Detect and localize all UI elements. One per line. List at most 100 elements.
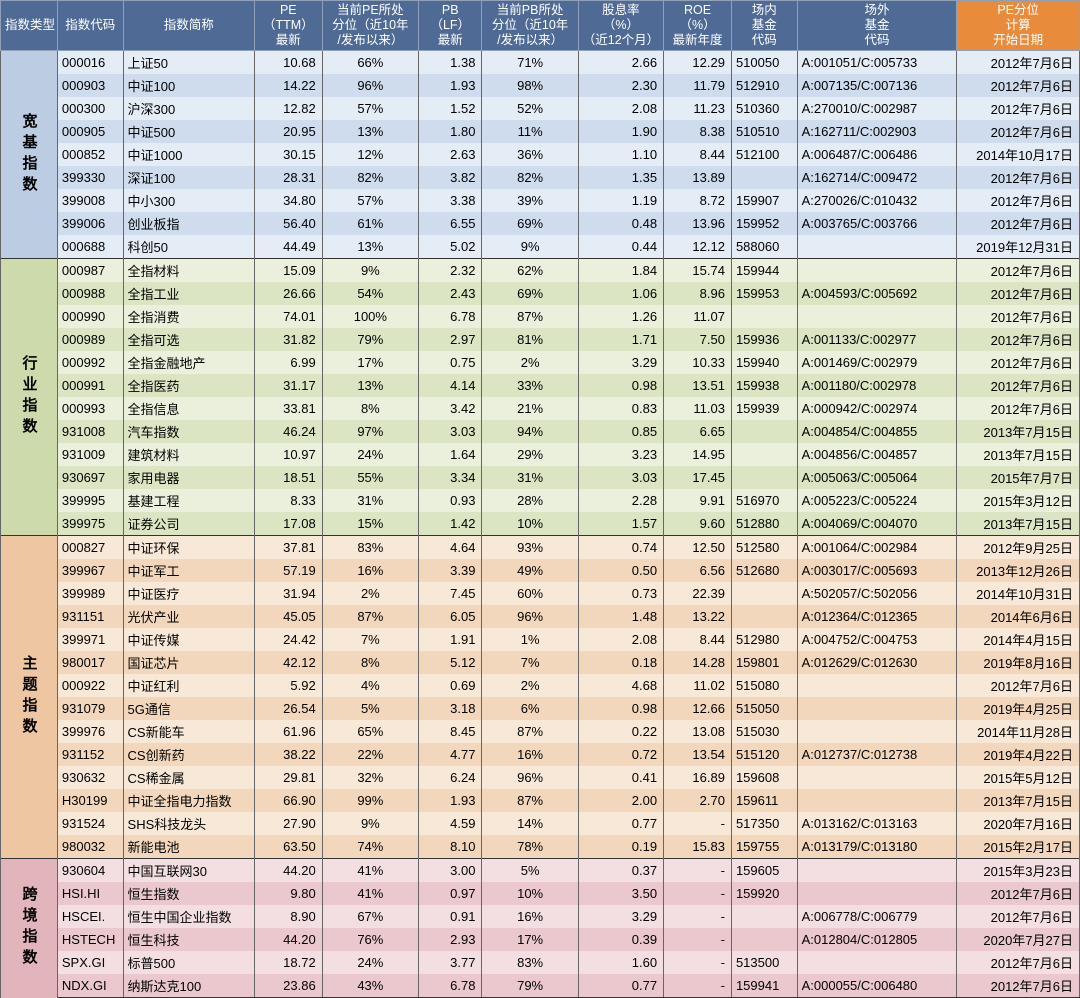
cell: 43% bbox=[322, 974, 418, 998]
cell: 18.51 bbox=[254, 466, 322, 489]
cell: SHS科技龙头 bbox=[123, 812, 254, 835]
cell: 31.94 bbox=[254, 582, 322, 605]
cell: 2014年4月15日 bbox=[957, 628, 1080, 651]
cell: 中证传媒 bbox=[123, 628, 254, 651]
cell: 66.90 bbox=[254, 789, 322, 812]
cell: - bbox=[664, 928, 732, 951]
cell: 14.22 bbox=[254, 74, 322, 97]
cell: 中证100 bbox=[123, 74, 254, 97]
cell: 24.42 bbox=[254, 628, 322, 651]
th-div: 股息率（%）（近12个月） bbox=[578, 1, 663, 51]
cell: 159939 bbox=[731, 397, 797, 420]
cell: 中国互联网30 bbox=[123, 859, 254, 883]
cell: 1.71 bbox=[578, 328, 663, 351]
cell bbox=[797, 697, 957, 720]
cell: 000991 bbox=[57, 374, 123, 397]
cell: A:001469/C:002979 bbox=[797, 351, 957, 374]
table-row: 930632CS稀金属29.8132%6.2496%0.4116.8915960… bbox=[1, 766, 1080, 789]
table-row: HSI.HI恒生指数9.8041%0.9710%3.50-1599202012年… bbox=[1, 882, 1080, 905]
cell: 1.42 bbox=[419, 512, 482, 536]
cell: 000688 bbox=[57, 235, 123, 259]
cell: 0.98 bbox=[578, 374, 663, 397]
cell: 21% bbox=[482, 397, 578, 420]
cell: 5% bbox=[322, 697, 418, 720]
cell: 82% bbox=[482, 166, 578, 189]
cell: 2012年7月6日 bbox=[957, 674, 1080, 697]
cell: 22.39 bbox=[664, 582, 732, 605]
cell: 国证芯片 bbox=[123, 651, 254, 674]
cell: 7% bbox=[482, 651, 578, 674]
cell: A:270010/C:002987 bbox=[797, 97, 957, 120]
cell: 6% bbox=[482, 697, 578, 720]
th-code: 指数代码 bbox=[57, 1, 123, 51]
cell: 6.78 bbox=[419, 305, 482, 328]
cell: 32% bbox=[322, 766, 418, 789]
cell: 516970 bbox=[731, 489, 797, 512]
cell: 399971 bbox=[57, 628, 123, 651]
cell: 55% bbox=[322, 466, 418, 489]
cell: 76% bbox=[322, 928, 418, 951]
cell: 5% bbox=[482, 859, 578, 883]
cell: 纳斯达克100 bbox=[123, 974, 254, 998]
table-row: 000922中证红利5.924%0.692%4.6811.02515080201… bbox=[1, 674, 1080, 697]
cell: 517350 bbox=[731, 812, 797, 835]
cell: 2.93 bbox=[419, 928, 482, 951]
cell: 74% bbox=[322, 835, 418, 859]
cell: 3.50 bbox=[578, 882, 663, 905]
cell: 15.09 bbox=[254, 259, 322, 283]
cell: 2.43 bbox=[419, 282, 482, 305]
cell: A:012629/C:012630 bbox=[797, 651, 957, 674]
cell: 3.03 bbox=[578, 466, 663, 489]
cell: 930697 bbox=[57, 466, 123, 489]
cell: 67% bbox=[322, 905, 418, 928]
table-row: 931524SHS科技龙头27.909%4.5914%0.77-517350A:… bbox=[1, 812, 1080, 835]
cell: 87% bbox=[322, 605, 418, 628]
cell: A:013179/C:013180 bbox=[797, 835, 957, 859]
cell: 000990 bbox=[57, 305, 123, 328]
cell: 证券公司 bbox=[123, 512, 254, 536]
cell: 2.00 bbox=[578, 789, 663, 812]
cell: 29.81 bbox=[254, 766, 322, 789]
cell: 1.91 bbox=[419, 628, 482, 651]
cell: 2.97 bbox=[419, 328, 482, 351]
table-row: 930697家用电器18.5155%3.3431%3.0317.45A:0050… bbox=[1, 466, 1080, 489]
cell: 7% bbox=[322, 628, 418, 651]
cell: 11.07 bbox=[664, 305, 732, 328]
cell: 2.66 bbox=[578, 51, 663, 75]
cell: 4.68 bbox=[578, 674, 663, 697]
cell: 2012年7月6日 bbox=[957, 882, 1080, 905]
cell: 上证50 bbox=[123, 51, 254, 75]
cell bbox=[731, 905, 797, 928]
cell: 0.18 bbox=[578, 651, 663, 674]
cell: 2% bbox=[482, 351, 578, 374]
cell: 2020年7月16日 bbox=[957, 812, 1080, 835]
cell: 931524 bbox=[57, 812, 123, 835]
cell: A:004752/C:004753 bbox=[797, 628, 957, 651]
cell: 44.20 bbox=[254, 859, 322, 883]
cell: 3.77 bbox=[419, 951, 482, 974]
cell: 41% bbox=[322, 859, 418, 883]
cell: 1.93 bbox=[419, 74, 482, 97]
cell: A:013162/C:013163 bbox=[797, 812, 957, 835]
cell: 510050 bbox=[731, 51, 797, 75]
cell: 63.50 bbox=[254, 835, 322, 859]
cell: 2012年7月6日 bbox=[957, 328, 1080, 351]
table-row: 399995基建工程8.3331%0.9328%2.289.91516970A:… bbox=[1, 489, 1080, 512]
cell: 11.79 bbox=[664, 74, 732, 97]
cell: A:001051/C:005733 bbox=[797, 51, 957, 75]
cell: 2% bbox=[482, 674, 578, 697]
table-row: 399976CS新能车61.9665%8.4587%0.2213.0851503… bbox=[1, 720, 1080, 743]
cell: 2013年7月15日 bbox=[957, 420, 1080, 443]
cell: - bbox=[664, 974, 732, 998]
cell: 399989 bbox=[57, 582, 123, 605]
cell: A:004069/C:004070 bbox=[797, 512, 957, 536]
cell: 000987 bbox=[57, 259, 123, 283]
cell: 3.29 bbox=[578, 351, 663, 374]
table-row: 399967中证军工57.1916%3.3949%0.506.56512680A… bbox=[1, 559, 1080, 582]
category-cell: 跨境指数 bbox=[1, 859, 58, 998]
cell: 恒生科技 bbox=[123, 928, 254, 951]
cell bbox=[731, 928, 797, 951]
table-row: 399989中证医疗31.942%7.4560%0.7322.39A:50205… bbox=[1, 582, 1080, 605]
table-row: 000903中证10014.2296%1.9398%2.3011.7951291… bbox=[1, 74, 1080, 97]
cell: - bbox=[664, 882, 732, 905]
